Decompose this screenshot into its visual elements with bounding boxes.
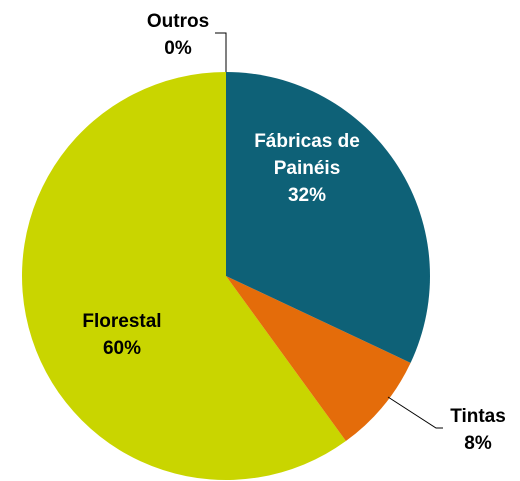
pie-slice (22, 72, 346, 481)
category-name: Florestal (82, 311, 162, 332)
value-label: 0% (164, 38, 192, 59)
category-name: Outros (146, 11, 210, 32)
slice-label: Tintas 8% (428, 403, 520, 457)
value-label: 8% (464, 433, 492, 454)
pie-slice (226, 72, 430, 363)
category-name: Fábricas de Painéis (254, 131, 360, 179)
leader-line (215, 32, 227, 72)
leader-line (387, 396, 443, 429)
value-label: 60% (102, 338, 142, 359)
category-name: Tintas (450, 406, 506, 427)
slice-label: Florestal 60% (52, 308, 192, 362)
pie-slice (226, 276, 411, 442)
slice-label: Fábricas de Painéis 32% (237, 128, 377, 209)
value-label: 32% (287, 185, 327, 206)
slice-label: Outros 0% (128, 8, 228, 62)
